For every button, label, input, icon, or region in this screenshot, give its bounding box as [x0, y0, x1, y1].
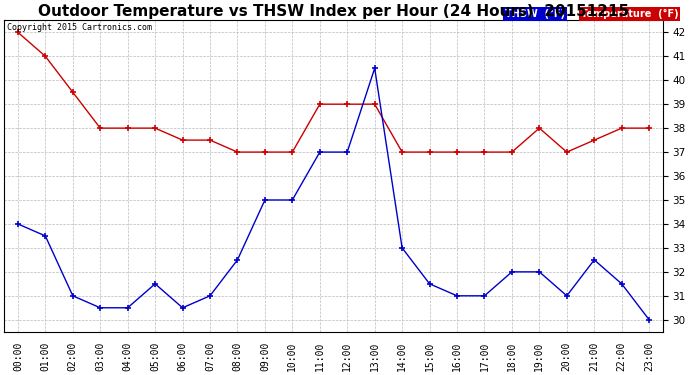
Text: Copyright 2015 Cartronics.com: Copyright 2015 Cartronics.com: [7, 23, 152, 32]
Text: THSW  (°F): THSW (°F): [505, 9, 565, 19]
Title: Outdoor Temperature vs THSW Index per Hour (24 Hours)  20151215: Outdoor Temperature vs THSW Index per Ho…: [38, 4, 629, 19]
Text: Temperature  (°F): Temperature (°F): [580, 9, 678, 19]
